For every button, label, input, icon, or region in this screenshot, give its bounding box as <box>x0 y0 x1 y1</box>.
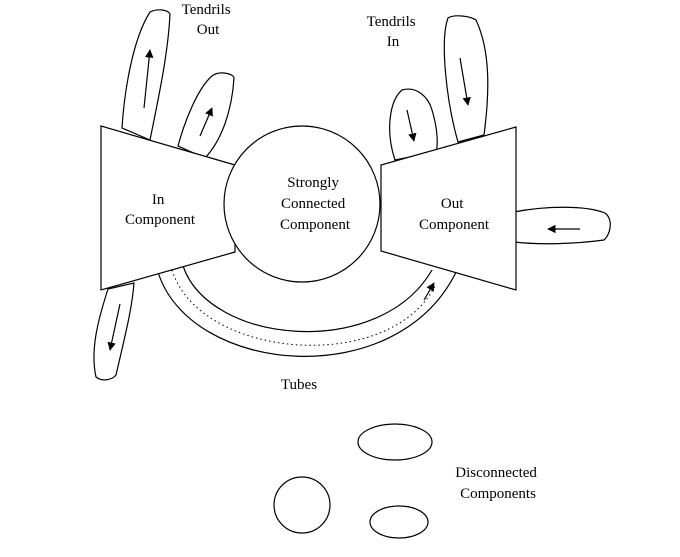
label-scc-line1: Strongly <box>287 175 339 191</box>
tube-arrow <box>423 282 435 301</box>
tube-inner-arc <box>182 265 433 333</box>
tendril-out-3 <box>93 282 135 381</box>
out-component-shape <box>380 126 517 291</box>
tendril-in-1 <box>389 88 438 161</box>
tendril-out-1-shape <box>121 9 171 141</box>
disconnected-components <box>273 423 433 539</box>
disconnected-ellipse-2 <box>369 505 429 539</box>
label-out-component: Out Component <box>419 196 490 233</box>
tendril-out-2-arrow <box>199 107 213 137</box>
label-out-component-line2: Component <box>419 217 490 233</box>
disconnected-circle <box>273 476 331 534</box>
label-tendrils-out-line1: Tendrils <box>182 2 231 18</box>
label-in-component-line2: Component <box>125 212 196 228</box>
label-out-component-line1: Out <box>441 196 464 212</box>
tubes <box>157 265 459 357</box>
tube-outer-arc <box>157 267 459 357</box>
label-scc-line3: Component <box>280 217 351 233</box>
label-in-component: In Component <box>125 192 196 228</box>
tendril-out-1 <box>121 9 171 141</box>
label-in-component-line1: In <box>152 192 165 208</box>
label-tubes: Tubes <box>281 377 317 393</box>
label-tendrils-in-line2: In <box>387 34 400 50</box>
disconnected-ellipse-1 <box>357 423 433 461</box>
scc-circle <box>223 125 381 283</box>
tendril-in-2-shape <box>443 15 489 143</box>
label-disconnected-line1: Disconnected <box>455 465 537 481</box>
tendril-in-2-arrow <box>459 57 471 106</box>
tube-dotted-path <box>171 269 437 346</box>
tendril-in-3 <box>513 206 611 245</box>
tendril-out-2 <box>177 72 235 159</box>
in-component-shape <box>100 125 236 291</box>
label-tendrils-out: Tendrils Out <box>182 2 235 38</box>
label-tendrils-in: Tendrils In <box>367 14 420 50</box>
tendril-in-1-arrow <box>406 109 417 142</box>
label-scc-line2: Connected <box>281 196 346 212</box>
label-tendrils-in-line1: Tendrils <box>367 14 416 30</box>
tendril-in-1-shape <box>389 88 438 161</box>
tendril-out-3-arrow <box>107 303 121 351</box>
tendril-out-1-arrow <box>143 49 154 109</box>
label-disconnected-components: Disconnected Components <box>455 465 540 502</box>
label-scc: Strongly Connected Component <box>280 175 351 233</box>
tendril-out-2-shape <box>177 72 235 159</box>
label-tendrils-out-line2: Out <box>197 22 220 38</box>
tendril-in-2 <box>443 15 489 143</box>
tendril-in-3-shape <box>513 206 611 245</box>
label-disconnected-line2: Components <box>460 486 536 502</box>
